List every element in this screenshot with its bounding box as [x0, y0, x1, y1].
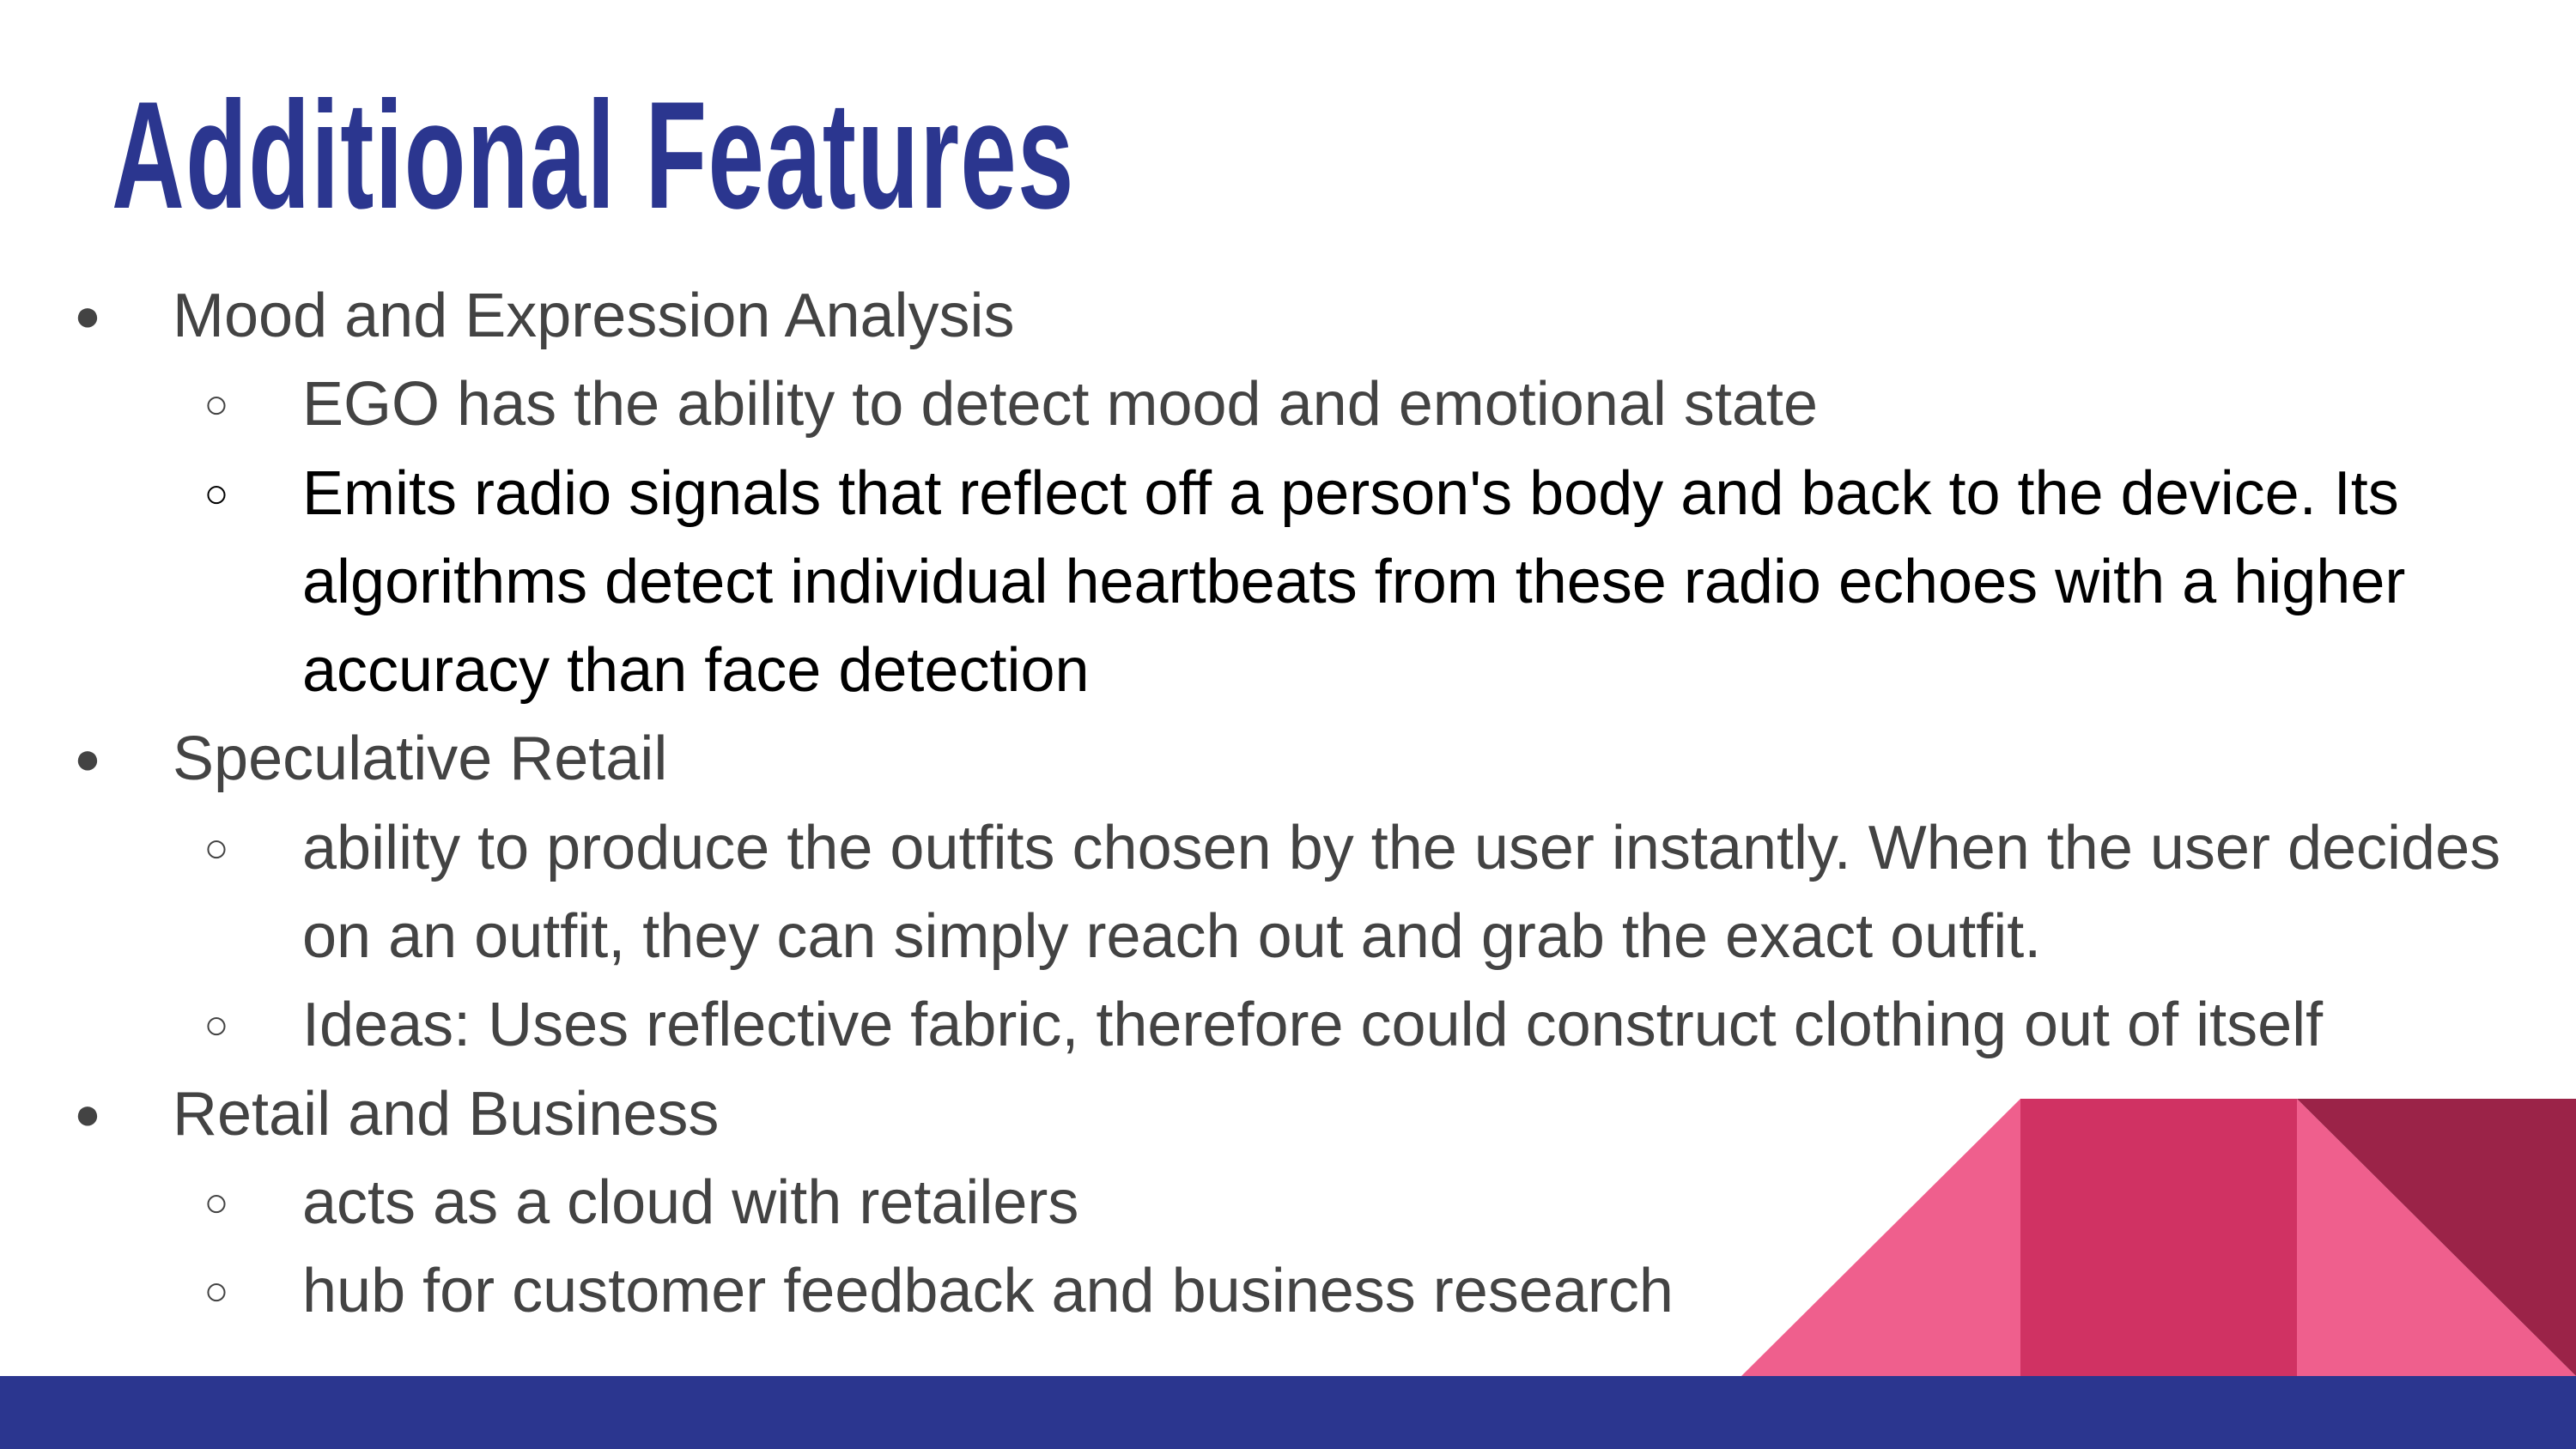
sub-bullet-text: Ideas: Uses reflective fabric, therefore…: [302, 991, 2324, 1060]
footer-bar: [0, 1376, 2576, 1449]
sub-bullet-item: ○ EGO has the ability to detect mood and …: [0, 361, 2542, 449]
bullet-text: Retail and Business: [173, 1079, 720, 1149]
sub-bullet-text: hub for customer feedback and business r…: [302, 1257, 1674, 1326]
sub-bullet-item: ○ Emits radio signals that reflect off a …: [0, 450, 2542, 716]
pink-triangle: [1741, 1099, 2020, 1376]
bullet-item: ● Mood and Expression Analysis: [0, 272, 2542, 361]
bullet: ●: [74, 1088, 101, 1139]
sub-bullet: ○: [204, 1269, 229, 1315]
bullet-text: Speculative Retail: [173, 724, 668, 794]
sub-bullet: ○: [204, 1179, 229, 1226]
sub-bullet-item: ○ hub for customer feedback and business …: [0, 1247, 2542, 1336]
bullet-item: ● Retail and Business: [0, 1070, 2542, 1159]
sub-bullet: ○: [204, 825, 229, 871]
sub-bullet-text: EGO has the ability to detect mood and e…: [302, 370, 1819, 440]
sub-bullet-text: Emits radio signals that reflect off a p…: [302, 458, 2406, 706]
sub-bullet: ○: [204, 1003, 229, 1049]
sub-bullet-item: ○ Ideas: Uses reflective fabric, therefor…: [0, 981, 2542, 1070]
pink-block: [2020, 1099, 2297, 1376]
bullet-list: ● Mood and Expression Analysis ○ EGO has th…: [0, 272, 2542, 1337]
sub-bullet-item: ○ acts as a cloud with retailers: [0, 1159, 2542, 1247]
wine-triangle: [2297, 1099, 2576, 1376]
sub-bullet: ○: [204, 382, 229, 428]
sub-bullet: ○: [204, 470, 229, 517]
bullet: ●: [74, 291, 101, 341]
sub-bullet-item: ○ ability to produce the outfits chosen b…: [0, 804, 2542, 982]
sub-bullet-text: ability to produce the outfits chosen by…: [302, 813, 2501, 972]
sub-bullet-text: acts as a cloud with retailers: [302, 1167, 1079, 1237]
bullet-text: Mood and Expression Analysis: [173, 282, 1015, 350]
title: Additional Features: [112, 70, 1075, 240]
bullet: ●: [74, 734, 101, 785]
bullet-item: ● Speculative Retail: [0, 715, 2542, 803]
